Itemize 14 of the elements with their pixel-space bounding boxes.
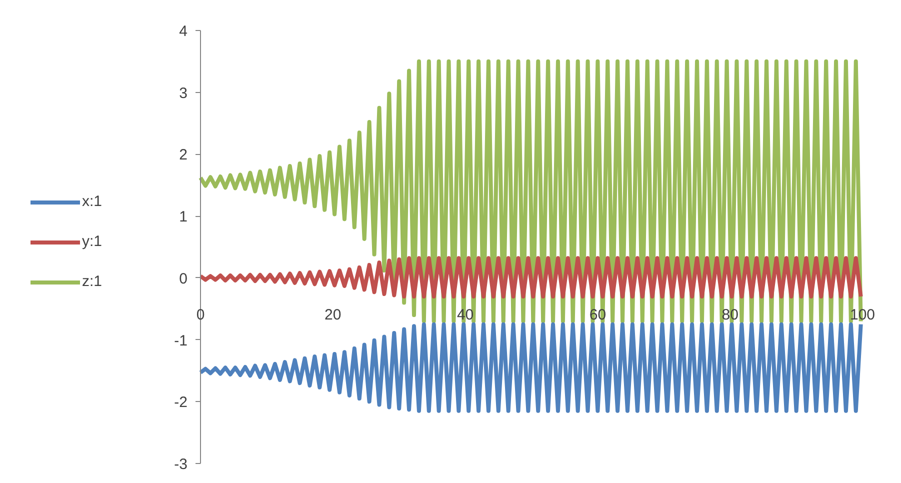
y-tick-label: 2 [179,146,188,164]
y-tick-label: -1 [174,332,188,350]
y-tick-label: 1 [179,208,188,226]
legend-label: z:1 [82,273,102,290]
y-tick-label: 0 [179,270,188,288]
y-tick-label: 3 [179,84,188,102]
x-tick-label: 20 [324,306,342,324]
legend-label: y:1 [82,233,102,250]
y-tick-label: -3 [174,456,188,473]
line-series [198,322,863,413]
line-series [198,256,863,298]
y-tick-label: 4 [179,23,188,40]
legend-label: x:1 [82,193,102,210]
y-tick-label: -2 [174,394,188,412]
